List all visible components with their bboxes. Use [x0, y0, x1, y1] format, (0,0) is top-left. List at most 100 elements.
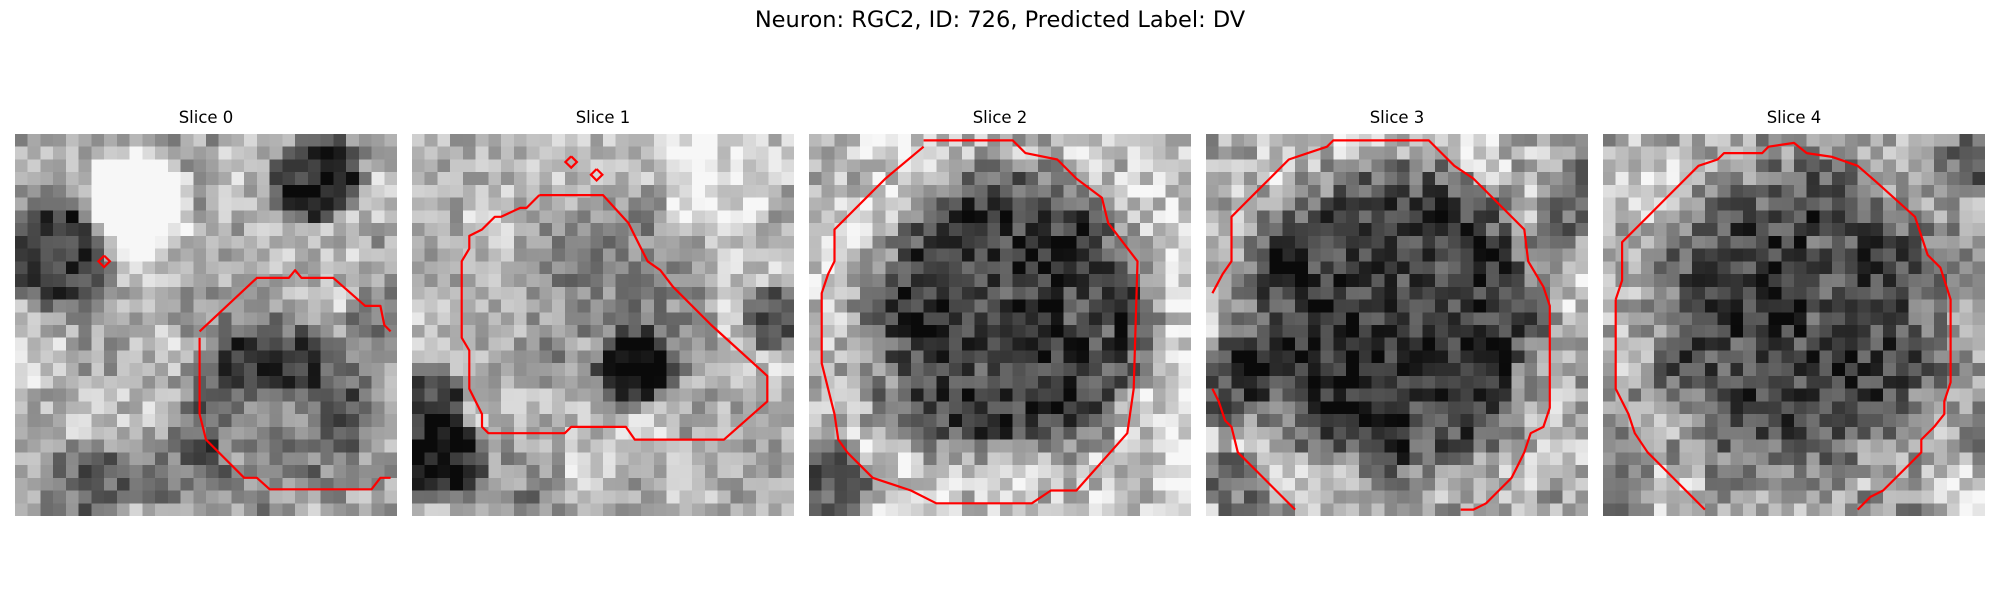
image-pixel	[1692, 414, 1706, 428]
image-pixel	[1768, 337, 1782, 352]
image-pixel	[1524, 401, 1538, 415]
image-pixel	[809, 426, 823, 441]
image-pixel	[501, 490, 515, 504]
image-pixel	[1038, 477, 1052, 492]
image-pixel	[936, 401, 950, 415]
image-pixel	[1127, 503, 1141, 516]
image-pixel	[603, 223, 617, 237]
image-pixel	[333, 146, 347, 161]
image-pixel	[949, 401, 963, 415]
image-pixel	[1832, 325, 1846, 339]
image-pixel	[961, 350, 976, 364]
image-pixel	[155, 477, 169, 492]
image-pixel	[1628, 248, 1642, 262]
image-pixel	[692, 503, 706, 516]
image-pixel	[218, 439, 233, 453]
image-pixel	[1371, 184, 1385, 199]
image-pixel	[346, 134, 360, 148]
image-pixel	[1165, 439, 1179, 453]
image-pixel	[961, 337, 976, 352]
image-pixel	[577, 197, 591, 211]
image-pixel	[346, 414, 360, 428]
image-pixel	[1358, 299, 1373, 313]
image-pixel	[269, 452, 283, 466]
image-pixel	[1384, 439, 1398, 453]
image-pixel	[1934, 426, 1948, 441]
image-pixel	[167, 388, 182, 402]
image-pixel	[1653, 172, 1668, 186]
image-pixel	[155, 210, 169, 224]
image-pixel	[307, 286, 322, 301]
segmentation-contour	[460, 193, 769, 441]
image-pixel	[1063, 325, 1077, 339]
image-pixel	[781, 375, 794, 390]
image-pixel	[577, 439, 591, 453]
image-pixel	[450, 223, 464, 237]
image-pixel	[936, 172, 950, 186]
image-pixel	[1511, 363, 1525, 377]
image-pixel	[1603, 426, 1617, 441]
image-pixel	[755, 184, 770, 199]
image-pixel	[1972, 312, 1985, 326]
image-pixel	[1295, 184, 1309, 199]
image-pixel	[1152, 375, 1167, 390]
image-pixel	[1063, 426, 1077, 441]
image-pixel	[1844, 477, 1859, 492]
image-pixel	[692, 184, 706, 199]
image-pixel	[1575, 452, 1588, 466]
image-pixel	[27, 261, 42, 275]
image-pixel	[1178, 248, 1191, 262]
image-pixel	[206, 477, 220, 492]
image-pixel	[1832, 235, 1846, 250]
image-pixel	[501, 401, 515, 415]
image-pixel	[1908, 312, 1922, 326]
image-pixel	[526, 223, 540, 237]
image-pixel	[666, 363, 680, 377]
image-pixel	[730, 134, 744, 148]
image-pixel	[653, 439, 668, 453]
image-pixel	[40, 465, 54, 479]
image-pixel	[1908, 363, 1922, 377]
image-pixel	[1178, 414, 1191, 428]
image-pixel	[1524, 235, 1538, 250]
image-pixel	[936, 490, 950, 504]
image-pixel	[730, 503, 744, 516]
image-pixel	[1422, 490, 1436, 504]
image-pixel	[1959, 465, 1973, 479]
image-pixel	[1012, 337, 1027, 352]
image-pixel	[320, 299, 334, 313]
image-pixel	[730, 184, 744, 199]
image-pixel	[104, 261, 118, 275]
image-pixel	[628, 325, 642, 339]
image-pixel	[346, 350, 360, 364]
image-pixel	[180, 388, 194, 402]
image-pixel	[1178, 325, 1191, 339]
image-pixel	[1498, 388, 1513, 402]
image-pixel	[244, 159, 258, 173]
image-pixel	[743, 363, 757, 377]
image-pixel	[371, 134, 385, 148]
image-pixel	[1114, 363, 1128, 377]
image-pixel	[847, 159, 861, 173]
image-pixel	[1000, 172, 1014, 186]
image-pixel	[1089, 172, 1103, 186]
image-pixel	[437, 477, 451, 492]
image-pixel	[1101, 388, 1116, 402]
image-pixel	[104, 274, 118, 288]
image-pixel	[1562, 388, 1576, 402]
image-pixel	[577, 223, 591, 237]
image-pixel	[666, 312, 680, 326]
image-pixel	[1883, 299, 1897, 313]
image-pixel	[104, 223, 118, 237]
image-pixel	[1206, 235, 1220, 250]
image-pixel	[206, 184, 220, 199]
image-pixel	[1447, 286, 1462, 301]
image-pixel	[501, 286, 515, 301]
image-pixel	[961, 286, 976, 301]
image-pixel	[1473, 439, 1487, 453]
image-pixel	[1063, 210, 1077, 224]
image-pixel	[1269, 452, 1283, 466]
image-pixel	[1473, 490, 1487, 504]
image-pixel	[256, 325, 271, 339]
image-pixel	[768, 503, 782, 516]
